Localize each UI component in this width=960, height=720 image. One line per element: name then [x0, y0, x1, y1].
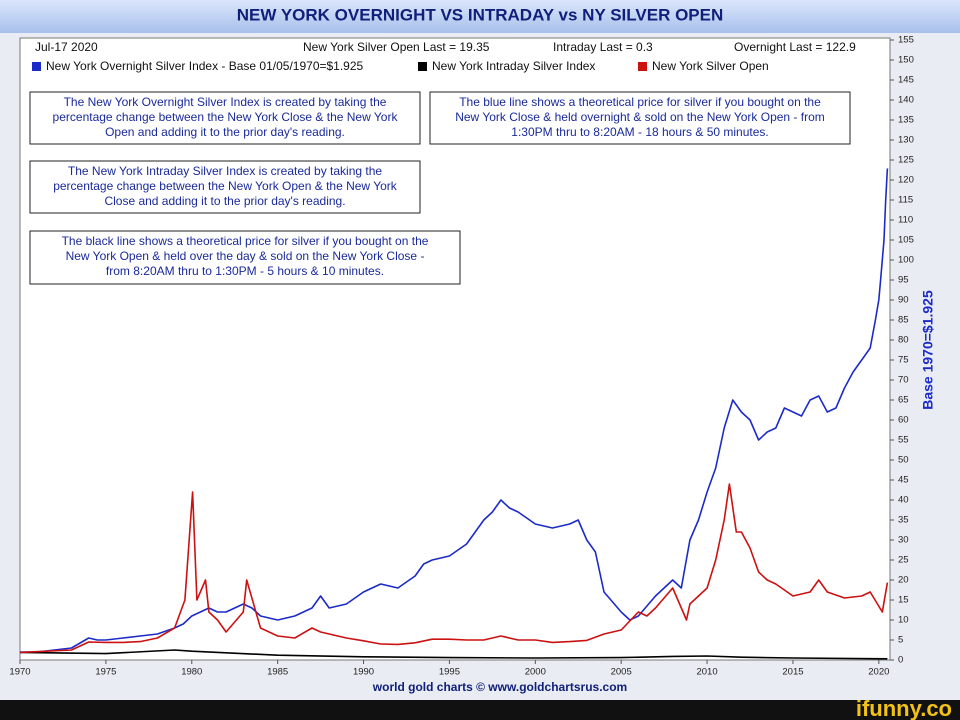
y-tick-label: 110 [898, 215, 913, 226]
annotation-text: New York Open & held over the day & sold… [66, 249, 425, 263]
header-note: Overnight Last = 122.9 [734, 40, 856, 54]
legend-label: New York Silver Open [652, 59, 769, 73]
y-tick-label: 70 [898, 375, 909, 386]
header-note: New York Silver Open Last = 19.35 [303, 40, 490, 54]
y-tick-label: 35 [898, 515, 909, 526]
y-axis-label: Base 1970=$1.925 [920, 290, 936, 410]
legend-swatch [638, 62, 647, 71]
annotation-text: New York Close & held overnight & sold o… [455, 110, 825, 124]
annotation-text: percentage change between the New York C… [53, 110, 399, 124]
y-tick-label: 75 [898, 355, 909, 366]
x-tick-label: 1990 [353, 667, 374, 678]
annotation-text: The blue line shows a theoretical price … [459, 95, 821, 109]
annotation-box [29, 230, 461, 285]
header-note: Intraday Last = 0.3 [553, 40, 653, 54]
y-tick-label: 20 [898, 575, 909, 586]
series-line [19, 483, 889, 654]
y-tick-label: 0 [898, 655, 903, 666]
y-tick-label: 15 [898, 595, 909, 606]
y-tick-label: 50 [898, 455, 909, 466]
legend-swatch [418, 62, 427, 71]
y-tick-label: 90 [898, 295, 909, 306]
series-line [20, 168, 889, 653]
legend-swatch [32, 62, 41, 71]
y-tick-label: 135 [898, 115, 914, 126]
y-tick-label: 155 [898, 35, 914, 46]
y-tick-label: 40 [898, 495, 909, 506]
y-tick-label: 115 [898, 195, 913, 206]
y-tick-label: 5 [898, 635, 903, 646]
legend-label: New York Overnight Silver Index - Base 0… [46, 59, 364, 73]
x-tick-label: 2015 [782, 667, 803, 678]
y-tick-label: 145 [898, 75, 914, 86]
annotation-text: 1:30PM thru to 8:20AM - 18 hours & 50 mi… [511, 125, 768, 139]
x-tick-label: 1985 [267, 667, 288, 678]
y-tick-label: 140 [898, 95, 914, 106]
watermark: ifunny.co [856, 696, 952, 720]
header-note: Jul-17 2020 [35, 40, 98, 54]
annotation-text: from 8:20AM thru to 1:30PM - 5 hours & 1… [106, 264, 384, 278]
y-tick-label: 105 [898, 235, 914, 246]
y-tick-label: 95 [898, 275, 909, 286]
annotation-box [429, 91, 851, 145]
y-tick-label: 100 [898, 255, 914, 266]
annotation-text: Open and adding it to the prior day's re… [105, 125, 345, 139]
y-tick-label: 45 [898, 475, 909, 486]
annotation-box [29, 160, 421, 214]
x-tick-label: 1975 [95, 667, 116, 678]
annotation-text: The black line shows a theoretical price… [62, 234, 429, 248]
x-tick-label: 1995 [439, 667, 460, 678]
annotation-text: The New York Overnight Silver Index is c… [64, 95, 387, 109]
annotation-box [29, 91, 421, 145]
y-tick-label: 130 [898, 135, 914, 146]
annotation-text: Close and adding it to the prior day's r… [104, 194, 345, 208]
x-tick-label: 2020 [868, 667, 889, 678]
y-tick-label: 150 [898, 55, 914, 66]
annotation-text: The New York Intraday Silver Index is cr… [68, 164, 382, 178]
x-tick-label: 2010 [696, 667, 717, 678]
annotation-text: percentage change between the New York O… [53, 179, 398, 193]
chart-title: NEW YORK OVERNIGHT VS INTRADAY vs NY SIL… [237, 5, 724, 24]
series-line [19, 649, 888, 660]
legend-label: New York Intraday Silver Index [432, 59, 595, 73]
y-tick-label: 25 [898, 555, 909, 566]
y-tick-label: 30 [898, 535, 909, 546]
y-tick-label: 125 [898, 155, 914, 166]
y-tick-label: 60 [898, 415, 909, 426]
y-tick-label: 120 [898, 175, 914, 186]
x-tick-label: 1980 [181, 667, 202, 678]
y-tick-label: 10 [898, 615, 909, 626]
y-tick-label: 80 [898, 335, 909, 346]
y-tick-label: 65 [898, 395, 909, 406]
y-tick-label: 55 [898, 435, 909, 446]
x-tick-label: 1970 [9, 667, 30, 678]
x-tick-label: 2000 [525, 667, 546, 678]
title-bar [0, 0, 960, 33]
footer-strip [0, 700, 960, 720]
y-tick-label: 85 [898, 315, 909, 326]
x-tick-label: 2005 [611, 667, 632, 678]
source: world gold charts © www.goldchartsrus.co… [372, 680, 627, 694]
